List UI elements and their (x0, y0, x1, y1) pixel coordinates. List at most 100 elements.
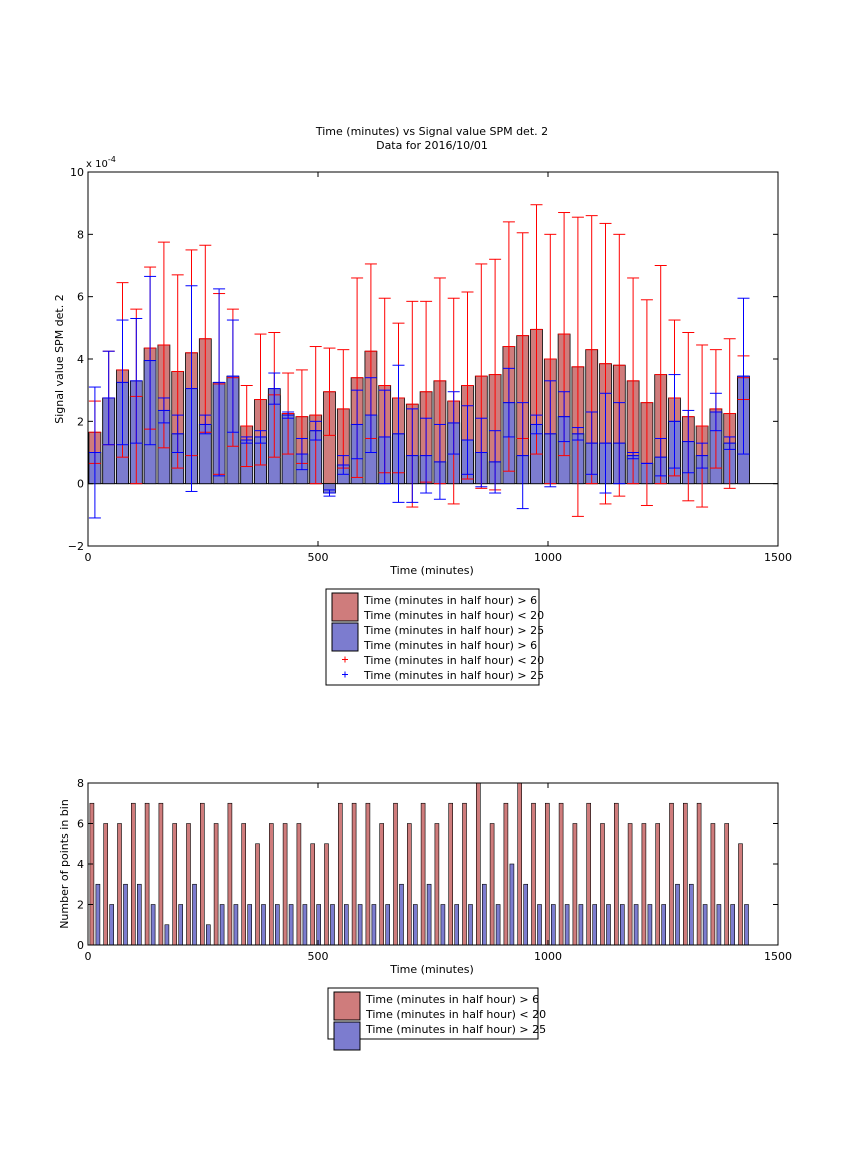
exponent-base: x 10 (86, 159, 108, 170)
count-bar (558, 802, 564, 946)
x-tick-label: 1000 (534, 950, 562, 963)
count-bar (564, 904, 570, 946)
y-tick-label: −2 (68, 540, 84, 553)
y-axis-label: Signal value SPM det. 2 (53, 294, 66, 424)
count-bar (572, 823, 578, 946)
count-bar (385, 904, 391, 946)
count-bar (310, 843, 316, 946)
count-bar (371, 904, 377, 946)
y-tick-label: 6 (77, 818, 84, 831)
count-bar (288, 904, 294, 946)
y-tick-label: 4 (77, 353, 84, 366)
count-bar (357, 904, 363, 946)
legend-label: Time (minutes in half hour) > 6 (363, 594, 537, 607)
count-bar (426, 883, 432, 946)
count-bar (150, 904, 156, 946)
count-bar (268, 823, 274, 946)
count-bar (103, 823, 108, 946)
count-bar (117, 823, 122, 946)
legend-label: Time (minutes in half hour) > 25 (363, 669, 544, 682)
count-bar (137, 883, 142, 946)
y-axis-label-2: Number of points in bin (58, 799, 71, 929)
y-tick-label: 2 (77, 415, 84, 428)
count-bar (351, 802, 357, 946)
count-bar (213, 823, 219, 946)
count-bar (412, 904, 418, 946)
count-bar (468, 904, 473, 946)
count-bar (495, 904, 501, 946)
count-bar (434, 823, 440, 946)
chart-title: Time (minutes) vs Signal value SPM det. … (315, 125, 548, 138)
x-tick-label: 0 (85, 950, 92, 963)
signal-error-bars (88, 204, 750, 519)
count-bar (109, 904, 114, 946)
x-tick-label: 0 (85, 551, 92, 564)
count-bar (282, 823, 288, 946)
count-bar (517, 782, 523, 946)
count-bar (730, 904, 736, 946)
count-bar (531, 802, 536, 946)
count-bar (337, 802, 343, 946)
count-bar (123, 883, 128, 946)
y-tick-label: 8 (77, 777, 84, 790)
count-bar (178, 904, 183, 946)
count-bar (261, 904, 266, 946)
count-bar (592, 904, 598, 946)
x-axis-ticks: 0 500 1000 1500 (85, 172, 792, 564)
count-bar (544, 802, 550, 946)
count-bar (613, 802, 619, 946)
chart-subtitle: Data for 2016/10/01 (376, 139, 488, 152)
count-bar (669, 802, 674, 946)
plot-frame-2 (87, 782, 779, 946)
count-bar (744, 904, 749, 946)
count-bar (606, 904, 611, 946)
x-tick-label: 1500 (764, 950, 792, 963)
count-bar (688, 883, 694, 946)
count-bar (481, 883, 487, 946)
x-tick-label: 500 (308, 950, 329, 963)
y-tick-label: 4 (77, 858, 84, 871)
count-bar (675, 883, 680, 946)
count-bar (420, 802, 426, 946)
count-bar (233, 904, 239, 946)
legend-label: Time (minutes in half hour) < 20 (365, 1008, 546, 1021)
count-bar (365, 802, 371, 946)
y-tick-label: 10 (70, 166, 84, 179)
legend-2: Time (minutes in half hour) > 6 Time (min… (327, 987, 546, 1051)
legend-label: Time (minutes in half hour) > 6 (365, 993, 539, 1006)
legend-swatch (331, 622, 359, 652)
y-tick-label: 8 (77, 228, 84, 241)
count-bar (578, 904, 584, 946)
count-bar (186, 823, 191, 946)
count-bar (682, 802, 688, 946)
legend-swatch (333, 1021, 361, 1051)
count-bar (738, 843, 743, 946)
x-axis-label: Time (minutes) (389, 564, 474, 577)
count-bar (393, 802, 398, 946)
count-bar (440, 904, 446, 946)
count-bar (158, 802, 164, 946)
exponent-power: -4 (108, 155, 116, 164)
count-bar (131, 802, 136, 946)
count-bar (144, 802, 150, 946)
legend-swatch (331, 592, 359, 622)
x-tick-label: 1500 (764, 551, 792, 564)
count-bar (710, 823, 716, 946)
count-bar (274, 904, 280, 946)
count-bar (462, 802, 467, 946)
count-bar (523, 883, 529, 946)
x-axis-ticks-2: 0 500 1000 1500 (85, 783, 792, 963)
count-bar (406, 823, 412, 946)
count-bar (95, 883, 101, 946)
count-bars (89, 782, 749, 946)
count-bar (633, 904, 639, 946)
count-bar (330, 904, 335, 946)
count-bar (475, 782, 481, 946)
legend-label: Time (minutes in half hour) < 20 (363, 654, 544, 667)
y-tick-label: 0 (77, 939, 84, 952)
count-bar (550, 904, 556, 946)
count-bar (647, 904, 653, 946)
count-bar (296, 823, 302, 946)
x-tick-label: 500 (308, 551, 329, 564)
count-bar (324, 843, 329, 946)
